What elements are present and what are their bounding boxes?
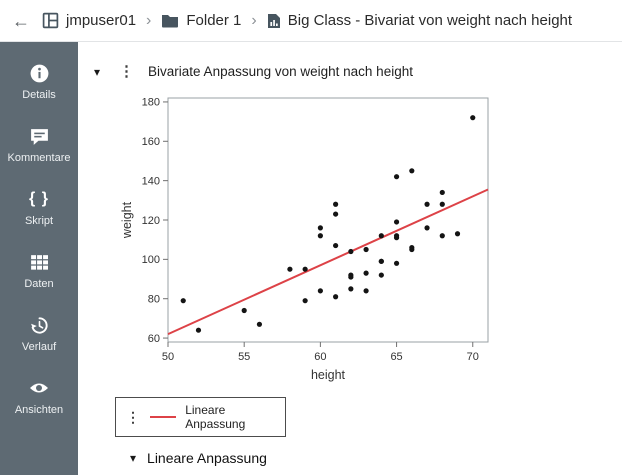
report-file-icon (267, 13, 281, 29)
disclosure-triangle-icon[interactable]: ▾ (94, 64, 101, 79)
breadcrumb-user[interactable]: jmpuser01 (42, 12, 136, 29)
data-point (409, 244, 415, 251)
data-point (333, 211, 339, 217)
data-point (424, 225, 430, 231)
sidebar-item-skript[interactable]: { } Skript (0, 188, 78, 251)
data-point (302, 266, 308, 272)
data-point (378, 258, 384, 264)
x-tick-label: 65 (390, 351, 402, 363)
data-point (348, 272, 354, 278)
breadcrumb-folder[interactable]: Folder 1 (161, 12, 241, 29)
data-point (333, 242, 339, 249)
data-point (363, 288, 369, 294)
data-point (378, 233, 384, 239)
report-title: Bivariate Anpassung von weight nach heig… (148, 64, 413, 79)
disclosure-triangle-icon[interactable]: ▾ (130, 451, 137, 465)
report-area: ▾ ⋮ Bivariate Anpassung von weight nach … (78, 42, 622, 475)
data-point (439, 201, 445, 207)
data-point (348, 248, 354, 255)
sidebar-item-label: Ansichten (14, 404, 64, 416)
sidebar-item-daten[interactable]: Daten (0, 251, 78, 314)
data-point (317, 225, 323, 231)
breadcrumb-folder-label: Folder 1 (186, 12, 242, 29)
sidebar-item-verlauf[interactable]: Verlauf (0, 314, 78, 377)
section-lineare-anpassung[interactable]: ▾ Lineare Anpassung (130, 450, 267, 466)
y-tick-label: 60 (148, 333, 160, 345)
y-tick-label: 140 (142, 175, 160, 187)
script-icon: { } (29, 190, 49, 207)
data-point (195, 327, 202, 333)
data-point (393, 174, 400, 180)
data-point (317, 233, 323, 239)
y-tick-label: 80 (148, 294, 160, 306)
sidebar: Details Kommentare { } Skript Daten Verl… (0, 42, 78, 475)
data-point (470, 115, 476, 121)
data-point (287, 266, 293, 272)
data-point (393, 233, 400, 239)
y-axis-label: weight (120, 201, 134, 239)
data-point (333, 294, 339, 300)
folder-icon (161, 13, 179, 28)
sidebar-item-ansichten[interactable]: Ansichten (0, 377, 78, 440)
report-header: ▾ ⋮ Bivariate Anpassung von weight nach … (94, 64, 413, 79)
x-tick-label: 70 (467, 351, 479, 363)
y-tick-label: 100 (142, 254, 160, 266)
data-point (454, 231, 461, 237)
sidebar-item-label: Kommentare (7, 152, 71, 164)
legend-menu-dots-icon[interactable]: ⋮ (126, 409, 140, 425)
fit-legend: ⋮ Lineare Anpassung (115, 397, 286, 437)
data-point (333, 201, 339, 207)
sidebar-item-label: Verlauf (21, 341, 57, 353)
legend-label: Lineare Anpassung (185, 403, 246, 431)
data-point (348, 286, 354, 292)
data-point (439, 233, 445, 239)
data-point (378, 272, 384, 278)
x-tick-label: 50 (162, 351, 174, 363)
data-point (180, 298, 186, 304)
breadcrumb-file-label: Big Class - Bivariat von weight nach hei… (287, 12, 573, 29)
data-point (439, 189, 445, 196)
comment-icon (29, 125, 50, 147)
data-point (317, 288, 323, 294)
x-tick-label: 60 (314, 351, 326, 363)
regression-line (167, 188, 489, 336)
bivariate-scatter-plot: 50 55 60 65 70 60 80 100 120 140 160 180 height weigh… (120, 97, 489, 382)
sidebar-item-label: Daten (24, 278, 54, 290)
history-icon (29, 314, 50, 336)
data-point (302, 298, 308, 304)
breadcrumb-user-label: jmpuser01 (66, 12, 137, 29)
plot-frame (167, 97, 489, 343)
data-point (363, 270, 369, 276)
eye-icon (28, 377, 50, 399)
data-point (409, 168, 415, 174)
workspace-icon (42, 12, 59, 29)
sidebar-item-label: Details (22, 89, 56, 101)
y-tick-label: 120 (142, 215, 160, 227)
data-point (393, 260, 400, 266)
breadcrumb: ← jmpuser01 › Folder 1 › Big Class - Biv… (0, 0, 622, 42)
data-point (241, 307, 247, 314)
data-point (363, 246, 369, 253)
data-point (393, 219, 400, 225)
menu-dots-icon[interactable]: ⋮ (119, 63, 135, 80)
breadcrumb-separator: › (146, 11, 152, 29)
x-tick-label: 55 (238, 351, 250, 363)
sidebar-item-label: Skript (24, 215, 54, 227)
y-tick-label: 180 (142, 97, 160, 109)
y-tick-label: 160 (142, 136, 160, 148)
breadcrumb-file[interactable]: Big Class - Bivariat von weight nach hei… (267, 12, 572, 29)
info-icon (29, 62, 50, 84)
sidebar-item-details[interactable]: Details (0, 62, 78, 125)
back-button[interactable]: ← (12, 10, 30, 31)
data-point (424, 201, 430, 207)
data-grid-icon (29, 251, 50, 273)
section-label: Lineare Anpassung (147, 450, 267, 466)
breadcrumb-separator: › (251, 11, 257, 29)
x-axis-label: height (311, 368, 346, 382)
legend-line-swatch (150, 416, 177, 418)
data-point (256, 321, 263, 327)
sidebar-item-kommentare[interactable]: Kommentare (0, 125, 78, 188)
